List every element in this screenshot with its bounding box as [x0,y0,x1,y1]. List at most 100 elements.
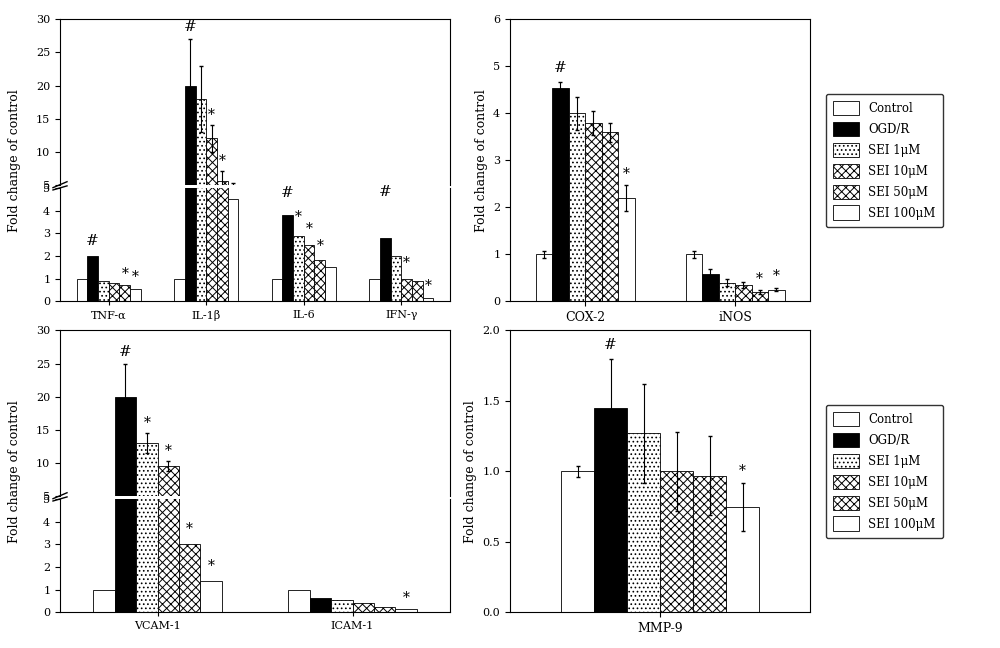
Legend: Control, OGD/R, SEI 1μM, SEI 10μM, SEI 50μM, SEI 100μM: Control, OGD/R, SEI 1μM, SEI 10μM, SEI 5… [826,94,943,227]
Text: #: # [86,234,99,248]
Bar [196,0,206,301]
Text: *: * [773,270,780,283]
Text: *: * [403,255,410,270]
Text: *: * [121,267,128,281]
Bar [228,200,238,301]
Bar [380,199,391,218]
Bar [585,123,602,301]
Bar [395,527,417,529]
Bar [196,98,206,218]
Bar [288,522,310,529]
Bar [561,472,594,612]
Bar [752,292,768,301]
Bar [293,198,304,218]
Bar [87,205,98,218]
Text: Fold change of control: Fold change of control [8,400,22,543]
Bar [726,507,759,612]
Bar [568,113,585,301]
Bar [660,472,693,612]
Bar [130,289,141,301]
Bar [272,211,282,218]
Bar [718,283,735,301]
Text: *: * [316,239,323,253]
Text: *: * [739,465,746,478]
Text: *: * [623,167,630,181]
Bar [206,139,217,218]
Bar [686,255,702,301]
Bar [304,201,314,218]
Bar [391,205,401,218]
Bar [331,525,352,529]
Text: #: # [554,61,567,75]
Bar [310,597,331,612]
Bar [228,188,238,218]
Bar [602,132,618,301]
Bar [369,279,380,301]
Bar [77,279,87,301]
Bar [735,285,752,301]
Bar [325,208,336,218]
Bar [618,198,635,301]
Bar [314,206,325,218]
Bar [179,509,200,529]
Bar [109,283,119,301]
Bar [325,268,336,301]
Text: *: * [165,444,172,458]
Bar [401,211,412,218]
Bar [369,211,380,218]
Text: *: * [756,272,763,286]
Bar [185,86,196,218]
Bar [401,279,412,301]
Bar [304,245,314,301]
Legend: Control, OGD/R, SEI 1μM, SEI 10μM, SEI 50μM, SEI 100μM: Control, OGD/R, SEI 1μM, SEI 10μM, SEI 5… [826,405,943,538]
Text: *: * [295,210,302,224]
Text: *: * [403,591,410,605]
Text: Fold change of control: Fold change of control [8,89,22,232]
Bar [115,159,136,612]
Bar [119,213,130,218]
Text: #: # [119,345,132,358]
Bar [98,281,109,301]
Y-axis label: Fold change of control: Fold change of control [475,89,488,232]
Bar [412,212,423,218]
Bar [288,590,310,612]
Bar [217,177,228,301]
Bar [412,281,423,301]
Text: #: # [604,338,617,352]
Bar [174,279,185,301]
Bar [395,609,417,612]
Bar [282,215,293,301]
Bar [109,213,119,218]
Bar [179,544,200,612]
Bar [200,581,222,612]
Bar [374,527,395,529]
Bar [293,236,304,301]
Bar [158,466,179,529]
Bar [93,590,115,612]
Text: #: # [184,20,197,34]
Bar [158,397,179,612]
Text: *: * [219,154,226,168]
Text: *: * [132,270,139,284]
Bar [310,524,331,529]
Text: *: * [306,222,313,236]
Bar [217,181,228,218]
Bar [130,214,141,218]
Bar [374,607,395,612]
Bar [200,520,222,529]
Bar [272,279,282,301]
Bar [594,408,627,612]
Bar [77,211,87,218]
Bar [87,256,98,301]
Bar [693,476,726,612]
Y-axis label: Fold change of control: Fold change of control [464,400,477,543]
Bar [98,212,109,218]
Bar [136,318,158,612]
Bar [768,290,784,301]
Bar [174,211,185,218]
Bar [391,256,401,301]
Bar [627,434,660,612]
Bar [353,603,374,612]
Bar [282,192,293,218]
Bar [185,0,196,301]
